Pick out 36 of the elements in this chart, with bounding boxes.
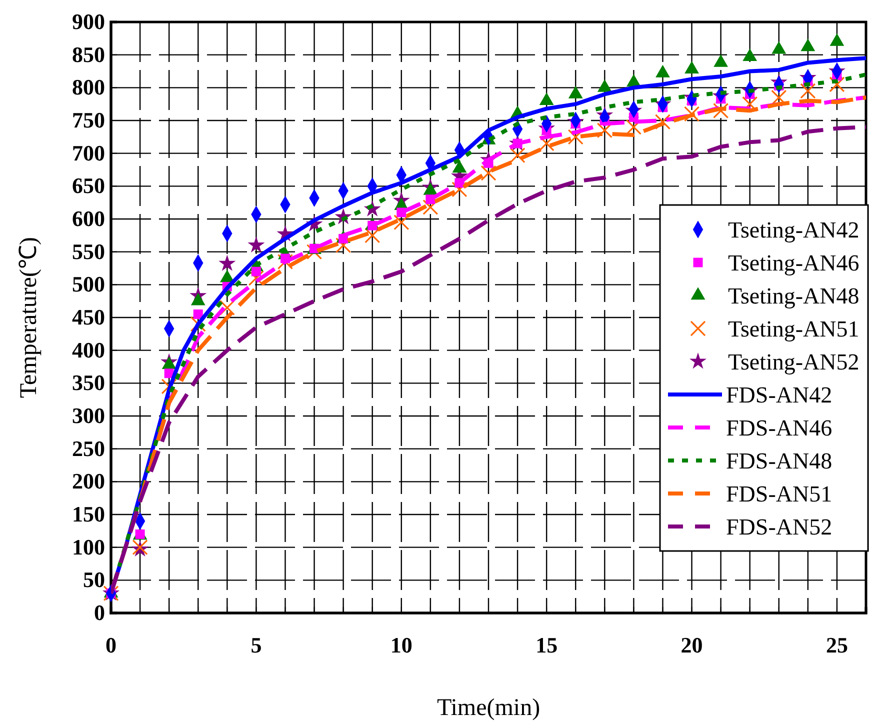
y-tick-label: 550 [72,238,105,264]
y-tick-label: 450 [72,304,105,330]
legend-label: FDS-AN46 [726,416,832,440]
y-tick-label: 700 [72,140,105,166]
x-tick-label: 15 [536,632,558,658]
y-tick-label: 0 [94,600,105,626]
legend-label: Tseting-AN52 [728,350,860,374]
legend-label: Tseting-AN51 [728,316,860,342]
y-tick-label: 850 [72,42,105,67]
y-tick-label: 900 [72,9,105,34]
y-axis-title: Temperature(℃) [16,237,42,398]
y-tick-label: 150 [72,502,105,527]
x-tick-label: 5 [250,632,262,658]
x-tick-label: 25 [826,632,848,658]
x-tick-label: 10 [390,632,412,658]
y-tick-label: 500 [72,272,105,297]
legend-label: Tseting-AN46 [728,250,860,276]
y-tick-label: 200 [72,468,105,494]
y-tick-label: 300 [72,403,105,428]
y-tick-label: 600 [72,206,105,232]
y-tick-label: 800 [72,74,105,100]
y-tick-label: 50 [83,567,105,592]
legend-label: FDS-AN48 [726,448,832,474]
y-tick-label: 400 [72,337,105,362]
y-tick-label: 100 [72,534,105,560]
x-tick-label: 20 [680,632,703,658]
legend-label: Tseting-AN42 [728,218,860,242]
x-axis-title: Time(min) [436,695,540,721]
legend-label: FDS-AN52 [726,514,832,540]
y-tick-label: 250 [72,436,105,461]
y-tick-label: 650 [72,173,105,198]
y-tick-label: 750 [72,108,105,133]
legend-label: Tseting-AN48 [728,284,860,308]
legend-label: FDS-AN51 [726,482,832,506]
legend-label: FDS-AN42 [726,382,832,408]
y-tick-label: 350 [72,370,105,396]
